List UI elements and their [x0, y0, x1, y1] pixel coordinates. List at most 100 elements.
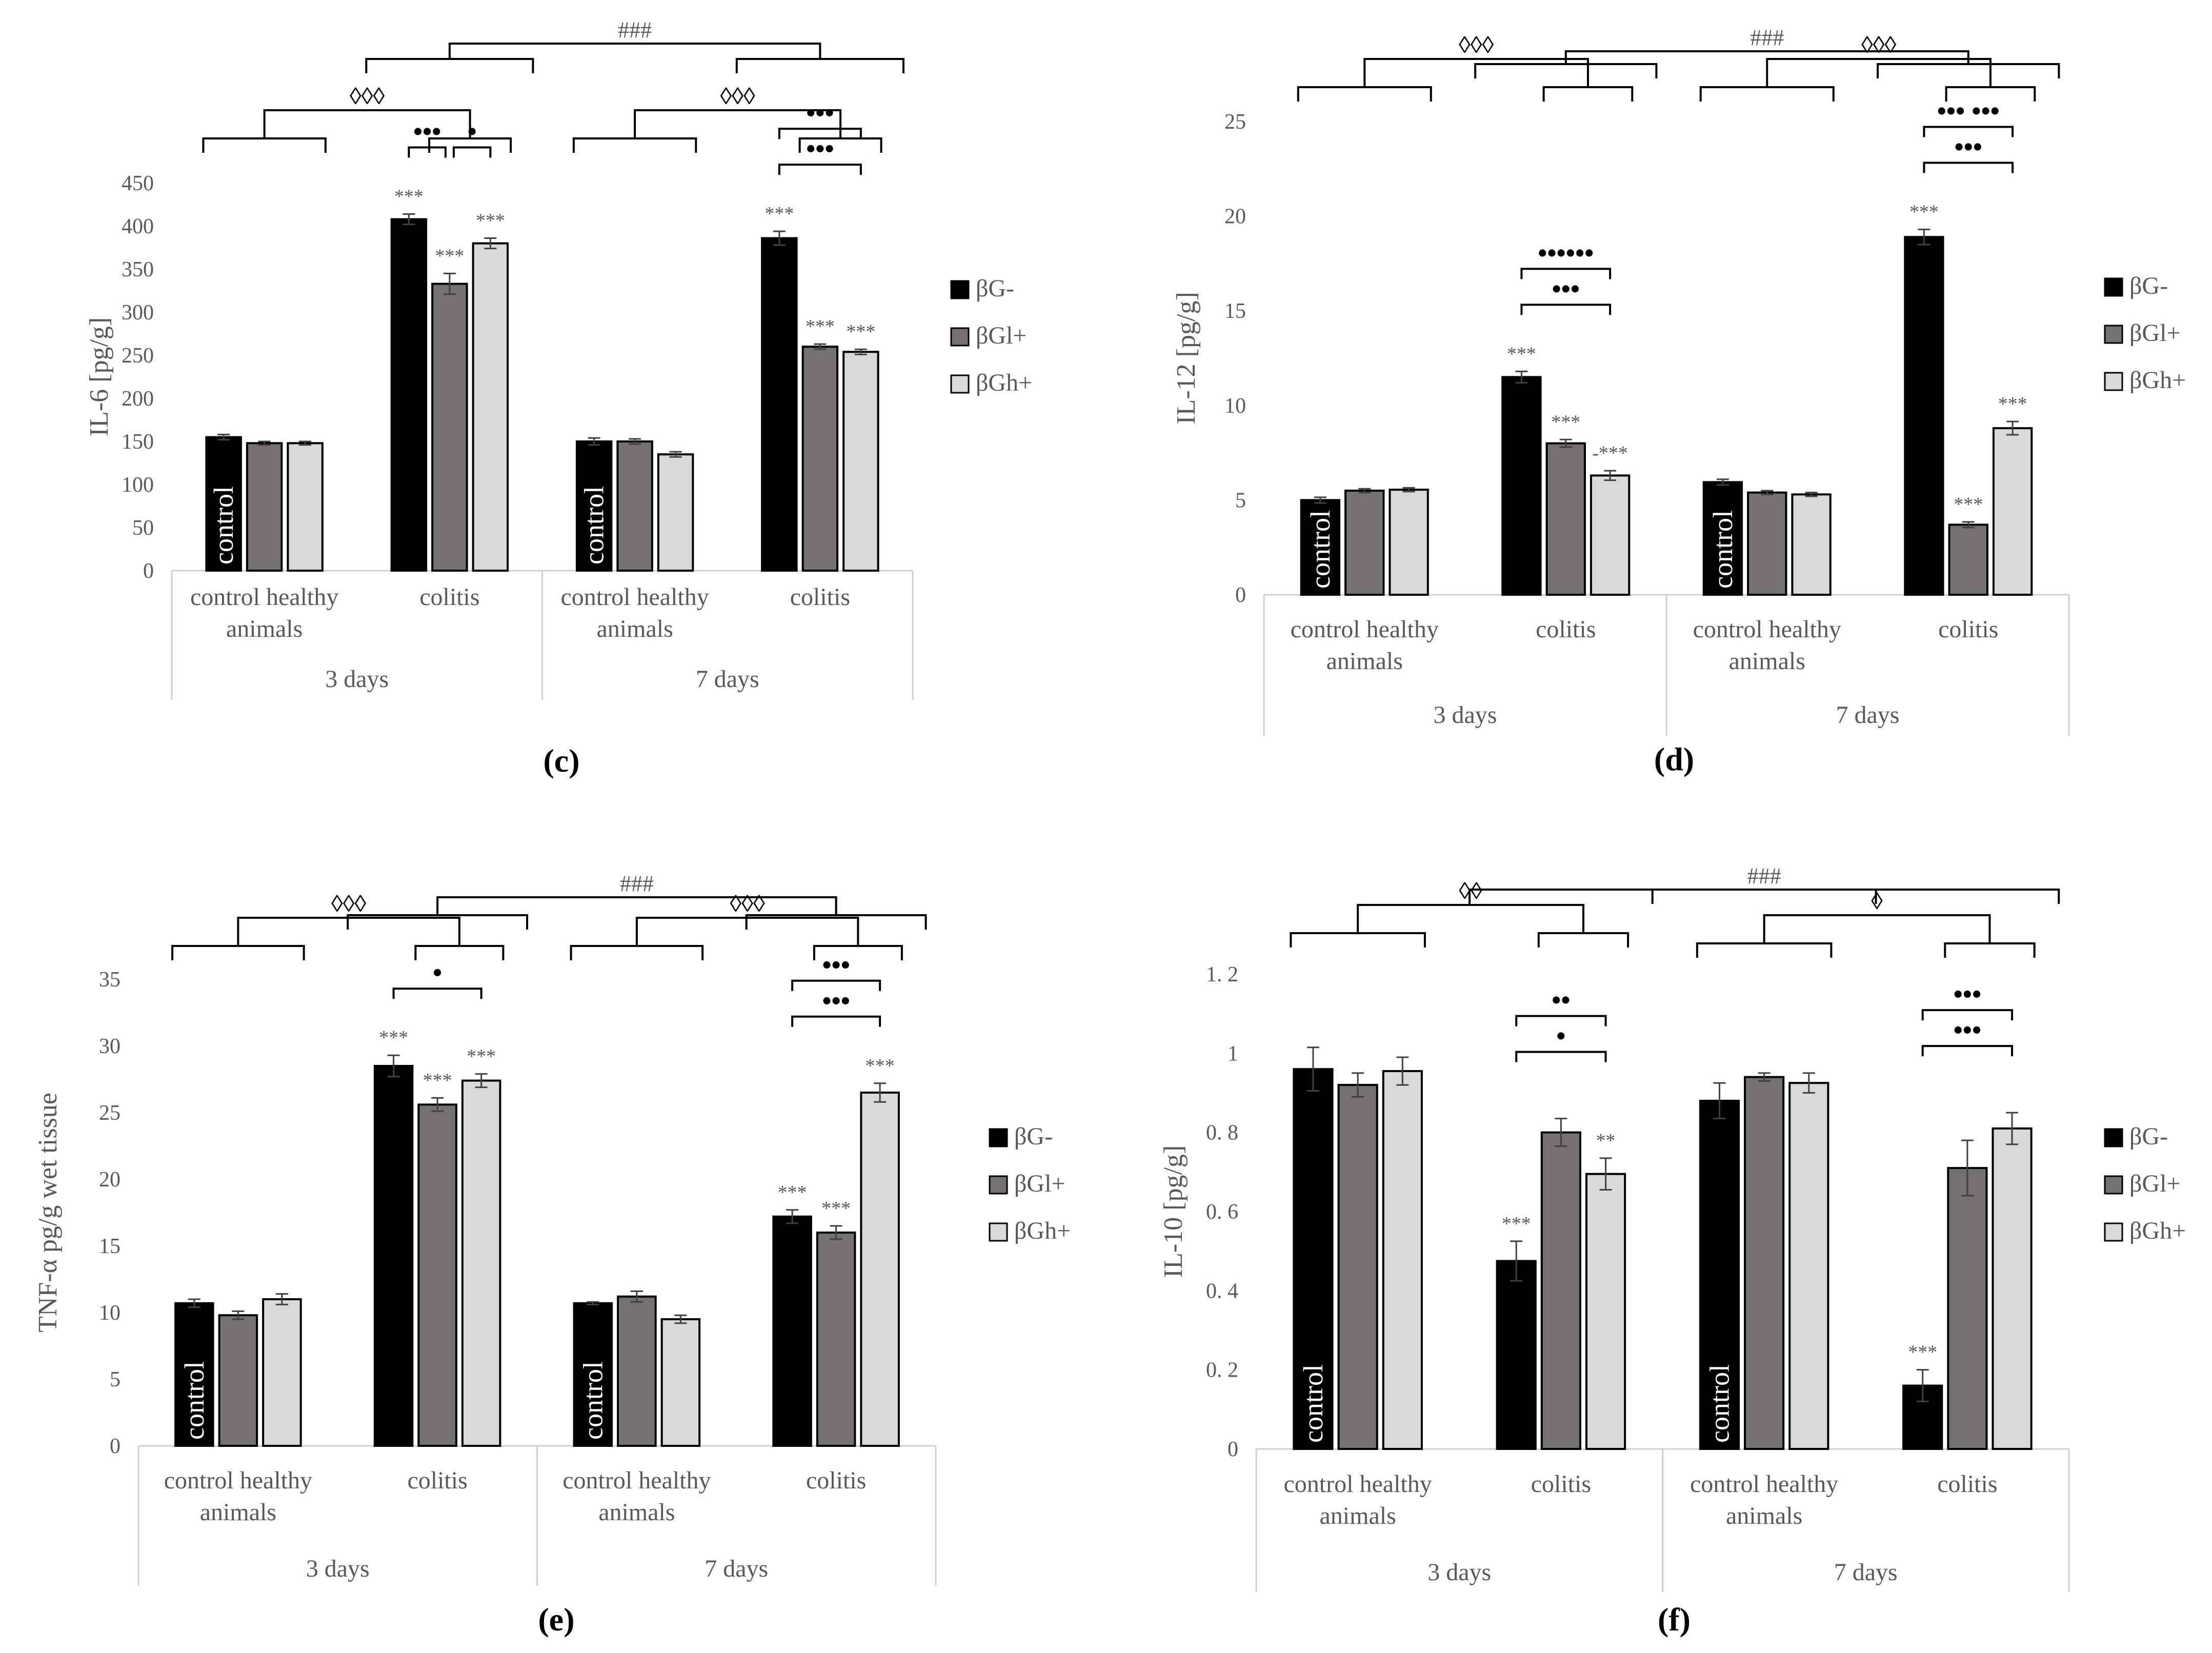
significance-stars: *** [467, 1046, 496, 1067]
overall-bracket [1564, 50, 1969, 64]
legend-label: βGh+ [1014, 1217, 1071, 1244]
panel-label: (e) [538, 1601, 574, 1638]
bar [1540, 1131, 1581, 1450]
bar [1501, 376, 1542, 596]
legend-swatch [2104, 277, 2123, 297]
overall-sub-bracket [1469, 889, 1654, 904]
group-bracket [263, 109, 471, 138]
x-category-label-line2: animals [1326, 648, 1403, 675]
overall-sub-bracket [1875, 889, 2060, 904]
overall-bracket [436, 896, 837, 915]
x-group-day-label: 7 days [705, 1555, 768, 1582]
bar [1545, 442, 1586, 596]
bar [218, 1314, 258, 1447]
bar [1389, 489, 1429, 596]
bar [1788, 1082, 1829, 1450]
legend-swatch [950, 327, 970, 347]
group-bracket [1766, 58, 1992, 87]
legend-label: βGl+ [976, 322, 1027, 349]
within-sig-dots: •• [1552, 986, 1570, 1015]
bar [573, 1302, 613, 1447]
group-sub-bracket [1297, 86, 1432, 102]
within-bracket [1921, 1045, 2014, 1057]
group-sig-diamonds: ◊◊ [1459, 878, 1482, 904]
y-tick-label: 400 [122, 215, 154, 238]
bar [1904, 236, 1944, 596]
bar [1791, 493, 1832, 596]
within-bracket [392, 987, 482, 999]
legend-label: βGh+ [2129, 1217, 2186, 1244]
legend-label: βG- [2129, 1123, 2168, 1150]
legend-swatch [2104, 372, 2123, 391]
significance-stars: -*** [1592, 442, 1628, 464]
group-sub-bracket [414, 945, 505, 960]
x-group-day-label: 3 days [306, 1555, 370, 1582]
significance-stars: *** [765, 203, 794, 225]
x-category-label: colitis [790, 583, 850, 611]
y-tick-label: 0. 2 [1206, 1359, 1238, 1382]
significance-stars: *** [821, 1198, 851, 1219]
control-bar-label: control [1305, 510, 1336, 589]
bar [472, 242, 509, 572]
x-category-label: colitis [1938, 616, 1998, 643]
x-group-day-label: 7 days [696, 666, 759, 693]
chart-panel-e: 0 5 10 15 20 25 30 35 TNF-α pg/g wet tissue contr… [33, 871, 1071, 1638]
bar [1382, 1070, 1423, 1450]
legend-swatch [2104, 1128, 2123, 1147]
y-tick-label: 15 [99, 1235, 120, 1258]
bar [1496, 1260, 1537, 1450]
bar [842, 351, 879, 572]
within-sig-dots: • [433, 958, 442, 987]
group-sub-bracket [1537, 932, 1630, 948]
significance-stars: *** [806, 316, 835, 337]
group-sub-bracket [171, 945, 305, 960]
within-sig-dots: ••• [806, 98, 834, 128]
control-bar-label: control [1704, 1364, 1735, 1443]
control-bar-label: control [1707, 510, 1738, 589]
group-bracket [1357, 904, 1584, 933]
y-tick-label: 0. 8 [1206, 1121, 1238, 1145]
significance-stars: *** [778, 1182, 807, 1203]
x-category-label-line1: control healthy [1690, 1470, 1838, 1498]
group-sig-diamonds: ◊◊◊ [730, 891, 765, 917]
chart-panel-c: 0 50 100 150 200 250 300 350 400 450 IL-6 [pg/g] co… [85, 17, 1032, 779]
significance-stars: *** [1998, 393, 2027, 415]
within-sig-dots: ••• [1954, 1016, 1982, 1045]
x-category-label-line1: control healthy [164, 1467, 312, 1494]
significance-stars: *** [866, 1055, 895, 1077]
bar [1590, 474, 1631, 596]
significance-stars: *** [846, 321, 875, 342]
bar [1744, 1076, 1785, 1450]
x-category-label-line1: control healthy [562, 1467, 711, 1494]
legend-swatch [950, 374, 970, 394]
y-tick-label: 15 [1224, 299, 1246, 323]
bar [390, 218, 428, 572]
within-sig-dots: • [468, 117, 477, 146]
panel-label: (f) [1658, 1601, 1691, 1638]
within-sig-dots: ••• ••• [1937, 96, 2000, 126]
overall-sig-hash: ### [1750, 25, 1784, 50]
significance-stars: ** [1596, 1130, 1616, 1152]
x-category-label: colitis [419, 583, 479, 611]
legend-label: βG- [2129, 272, 2168, 299]
x-category-label-line2: animals [200, 1499, 276, 1526]
y-tick-label: 100 [122, 473, 154, 497]
y-axis-label: IL-12 [pg/g] [1172, 292, 1201, 424]
x-category-label-line2: animals [226, 615, 303, 642]
bar [1300, 499, 1341, 596]
x-category-label-line1: control healthy [190, 583, 338, 611]
overall-sig-hash: ### [1747, 863, 1781, 889]
legend-swatch [989, 1222, 1008, 1242]
group-bracket [634, 109, 842, 138]
within-sig-dots: ••• [1954, 980, 1982, 1009]
y-tick-label: 10 [99, 1301, 120, 1325]
x-group-day-label: 3 days [325, 666, 389, 693]
legend-label: βG- [976, 275, 1014, 302]
bar [1699, 1099, 1740, 1450]
y-tick-label: 300 [122, 301, 154, 325]
overall-sub-bracket [735, 58, 904, 73]
significance-stars: *** [476, 210, 505, 232]
x-category-label: colitis [407, 1467, 467, 1494]
panel-label: (c) [543, 742, 579, 779]
